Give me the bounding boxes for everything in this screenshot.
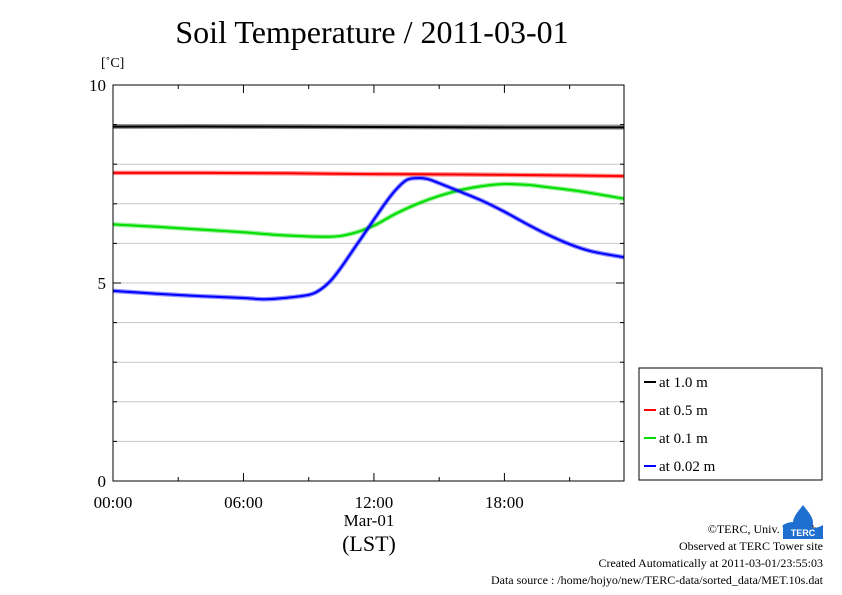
x-axis-date-label: Mar-01 — [343, 511, 395, 530]
y-tick-label: 10 — [89, 76, 106, 95]
axis-ticks: 00:00 06:00 12:00 18:00 0 5 10 — [89, 76, 624, 512]
created-text: Created Automatically at 2011-03-01/23:5… — [598, 556, 823, 570]
series-line — [112, 125, 625, 129]
x-tick-label: 00:00 — [94, 493, 133, 512]
series-line-halo — [112, 175, 625, 302]
x-tick-label: 18:00 — [485, 493, 524, 512]
x-tick-label: 06:00 — [224, 493, 263, 512]
series-line — [112, 177, 625, 301]
legend-label: at 1.0 m — [659, 375, 708, 391]
x-axis-label: (LST) — [342, 531, 396, 556]
y-axis-unit: [˚C] — [101, 56, 125, 71]
series-group — [112, 124, 625, 302]
legend: at 1.0 m at 0.5 m at 0.1 m at 0.02 m — [638, 367, 823, 481]
series-line — [112, 171, 625, 178]
chart-title: Soil Temperature / 2011-03-01 — [175, 14, 569, 50]
y-tick-label: 5 — [98, 274, 107, 293]
y-tick-label: 0 — [98, 472, 107, 491]
data-source-text: Data source : /home/hojyo/new/TERC-data/… — [490, 573, 823, 587]
site-text: Observed at TERC Tower site — [678, 539, 823, 553]
legend-box — [638, 367, 823, 481]
svg-text:TERC: TERC — [791, 528, 816, 538]
legend-label: at 0.1 m — [659, 431, 708, 447]
x-tick-label: 12:00 — [355, 493, 394, 512]
legend-label: at 0.5 m — [659, 403, 708, 419]
terc-logo-icon: TERC — [783, 505, 823, 539]
legend-label: at 0.02 m — [659, 459, 716, 475]
grid-lines — [113, 124, 624, 442]
series-line — [112, 182, 625, 238]
